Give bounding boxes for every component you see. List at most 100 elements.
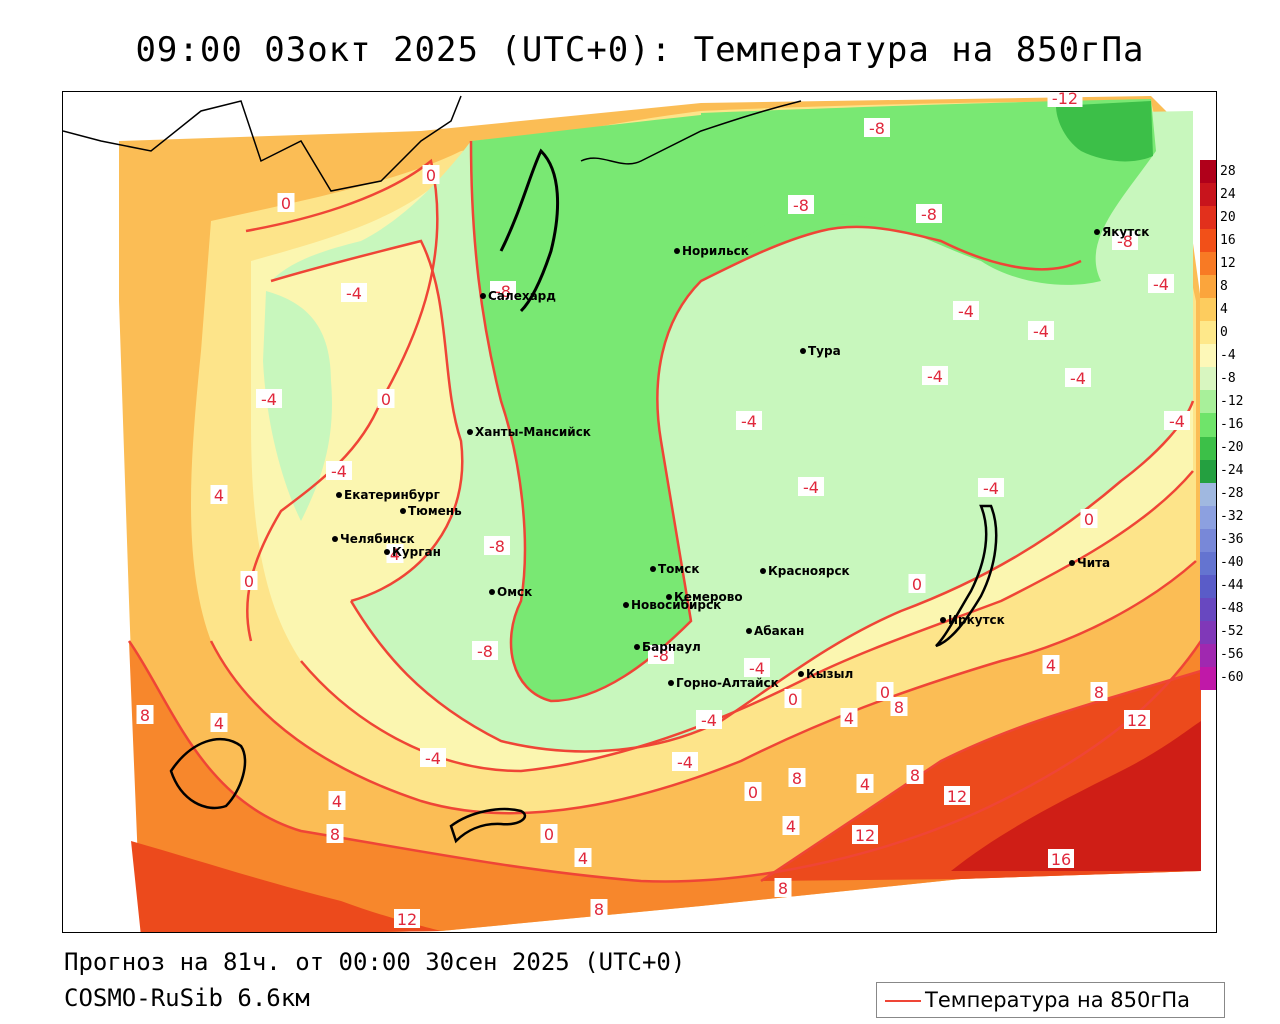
city-marker[interactable]	[800, 348, 806, 354]
city-label: Томск	[658, 562, 700, 576]
city-label: Норильск	[682, 244, 749, 258]
legend: Температура на 850гПа	[876, 982, 1225, 1018]
isotherm-label-bg	[341, 283, 367, 302]
field-cold-green-dark	[1056, 101, 1153, 162]
city-marker[interactable]	[480, 293, 486, 299]
colorbar-tick-label: 20	[1220, 210, 1236, 225]
colorbar-tick-label: -12	[1220, 394, 1244, 409]
city-label: Кемерово	[674, 590, 743, 604]
isotherm-label-bg	[1048, 849, 1074, 868]
isotherm-label-bg	[326, 461, 352, 480]
isotherm-label: 0	[281, 194, 291, 213]
colorbar-segment	[1200, 643, 1216, 668]
isotherm-label: -4	[1169, 412, 1185, 431]
city-marker[interactable]	[650, 566, 656, 572]
map-area[interactable]: -12 -8 -8 -8 -8 -8 -4 -4 -4 -4 -4 -4 -4 -4 -4 -4 -4 -4 -4 -…	[62, 91, 1217, 933]
isotherm-label-bg	[377, 389, 395, 408]
isotherm-0-west	[245, 158, 439, 642]
isotherm-label-bg	[1042, 655, 1060, 674]
isotherm-label-bg	[590, 899, 608, 918]
isotherm-label: 8	[594, 900, 604, 919]
city-label: Тюмень	[408, 504, 462, 518]
isotherm-label-bg	[782, 816, 800, 835]
city-marker[interactable]	[332, 536, 338, 542]
isotherm-label: 0	[381, 390, 391, 409]
isotherm-label-bg	[1028, 321, 1054, 340]
colorbar-tick-label: -52	[1220, 624, 1244, 639]
city-marker[interactable]	[760, 568, 766, 574]
isotherm-label: 0	[544, 825, 554, 844]
city-marker[interactable]	[666, 594, 672, 600]
isotherm-label-bg	[328, 791, 346, 810]
isotherm-label: -8	[869, 119, 885, 138]
isotherm-label-bg	[840, 708, 858, 727]
isotherm-label: -4	[749, 659, 765, 678]
colorbar-tick-label: -40	[1220, 555, 1244, 570]
city-marker[interactable]	[1094, 229, 1100, 235]
coastline-taimyr	[580, 100, 802, 165]
isotherm-label-bg	[484, 536, 510, 555]
isotherm-label-bg	[736, 411, 762, 430]
isotherm-labels-layer: -12 -8 -8 -8 -8 -8 -4 -4 -4 -4 -4 -4 -4 -4 -4 -4 -4 -4 -4 -…	[136, 92, 1190, 929]
city-marker[interactable]	[400, 508, 406, 514]
isotherm-label-bg	[944, 786, 970, 805]
city-label: Екатеринбург	[344, 488, 440, 502]
city-label: Тура	[808, 344, 841, 358]
isotherm-label-bg	[788, 768, 806, 787]
colorbar-segment	[1200, 298, 1216, 322]
isotherm-label: 4	[578, 849, 588, 868]
colorbar-segment	[1200, 275, 1216, 299]
isotherm-label: -4	[803, 478, 819, 497]
city-label: Салехард	[488, 289, 556, 303]
isotherm-label: 8	[792, 769, 802, 788]
city-marker[interactable]	[798, 671, 804, 677]
city-marker[interactable]	[384, 549, 390, 555]
sea-caspian	[169, 737, 247, 810]
colorbar-tick-label: -56	[1220, 647, 1244, 662]
isotherm-label: 4	[390, 545, 400, 564]
city-marker[interactable]	[634, 644, 640, 650]
isotherm-label-bg	[394, 909, 420, 928]
isotherm-label-bg	[784, 689, 802, 708]
isotherm-label-bg	[774, 878, 792, 897]
city-label: Курган	[392, 545, 441, 559]
colorbar-tick-label: -44	[1220, 578, 1244, 593]
city-label: Абакан	[754, 624, 804, 638]
city-marker[interactable]	[940, 617, 946, 623]
isotherm-label: 12	[1127, 711, 1147, 730]
lake-balkhash	[449, 807, 527, 844]
isotherm-label-bg	[422, 165, 440, 184]
colorbar-segment	[1200, 344, 1216, 368]
isotherm-label: -4	[701, 711, 717, 730]
isotherm-label: 4	[786, 817, 796, 836]
coastline-west	[63, 95, 462, 192]
city-marker[interactable]	[623, 602, 629, 608]
field-red-west	[131, 841, 441, 932]
isotherm-label: 0	[880, 683, 890, 702]
colorbar-segment	[1200, 597, 1216, 622]
field-cold-green-north	[701, 99, 1156, 285]
city-marker[interactable]	[467, 429, 473, 435]
colorbar-tick-label: -48	[1220, 601, 1244, 616]
city-label: Ханты-Мансийск	[475, 425, 591, 439]
city-label: Горно-Алтайск	[676, 676, 779, 690]
isotherm-label: 12	[947, 787, 967, 806]
isotherm-label: 4	[860, 775, 870, 794]
isotherm-label-bg	[1080, 509, 1098, 528]
city-marker[interactable]	[746, 628, 752, 634]
isotherm-label: 16	[1051, 850, 1071, 869]
colorbar-tick-label: 12	[1220, 256, 1236, 271]
colorbar-segment	[1200, 252, 1216, 276]
city-marker[interactable]	[336, 492, 342, 498]
city-marker[interactable]	[668, 680, 674, 686]
isotherm-label: -4	[1070, 369, 1086, 388]
colorbar-tick-label: -16	[1220, 417, 1244, 432]
city-marker[interactable]	[1069, 560, 1075, 566]
city-marker[interactable]	[489, 589, 495, 595]
city-marker[interactable]	[674, 248, 680, 254]
colorbar-segment	[1200, 436, 1216, 461]
isotherm-label-bg	[788, 195, 814, 214]
colorbar-tick-label: -60	[1220, 670, 1244, 685]
city-label: Иркутск	[948, 613, 1005, 627]
colorbar-tick-label: 28	[1220, 164, 1236, 179]
